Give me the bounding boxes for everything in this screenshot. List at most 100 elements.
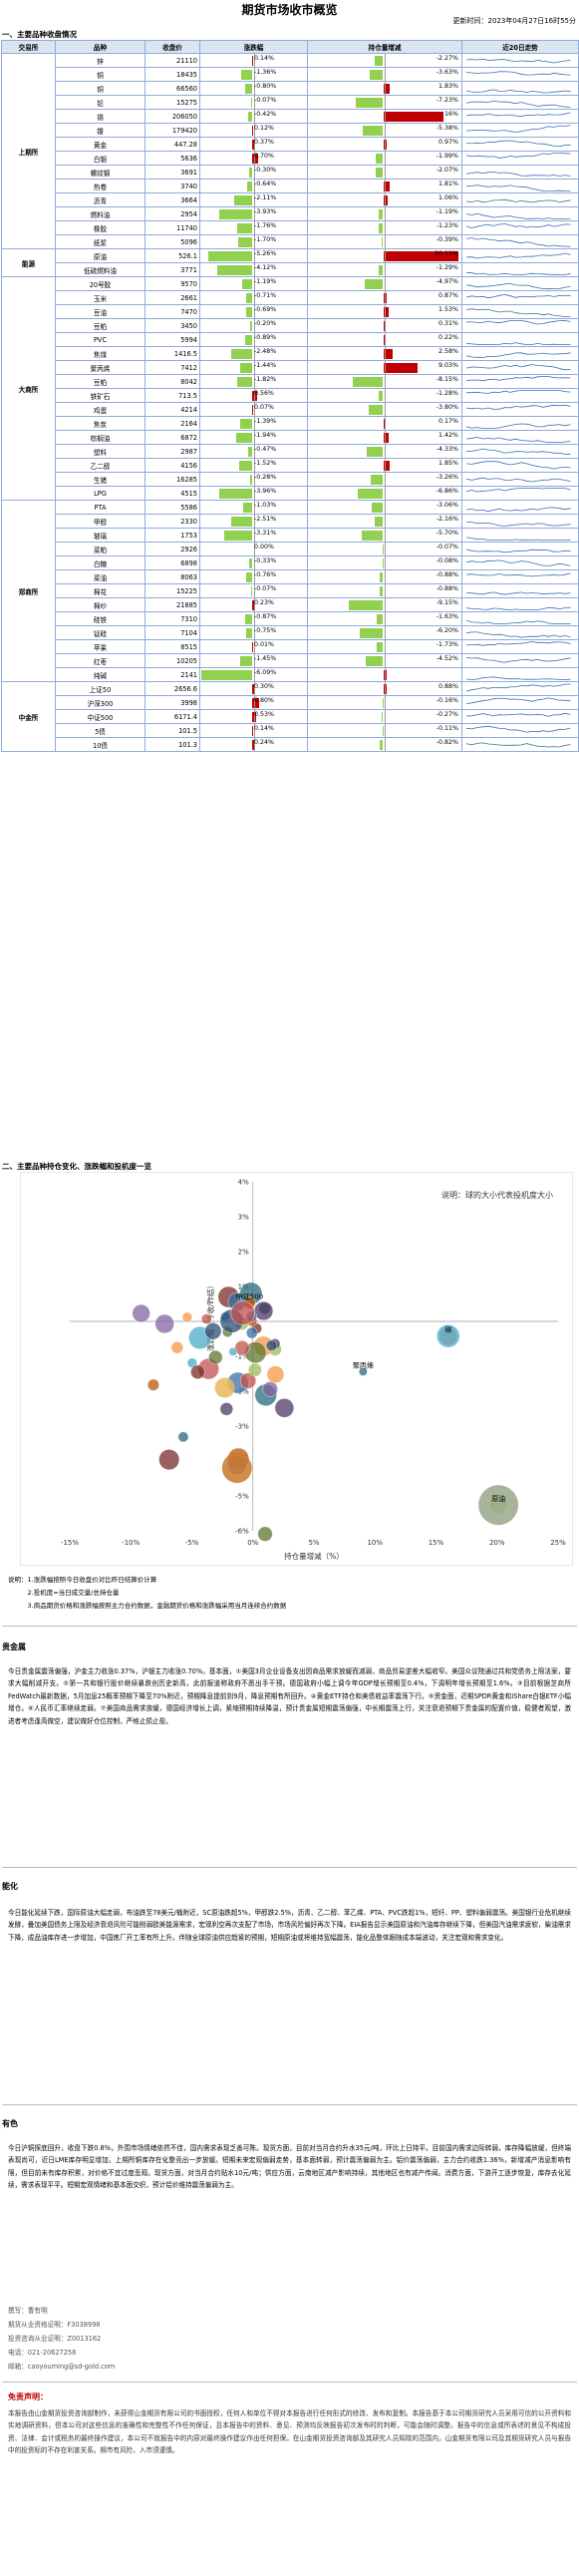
table-row: 10债 101.3 0.24% -0.82% <box>2 737 579 752</box>
table-row: PVC 5994 -0.89% 0.22% <box>2 332 579 347</box>
close-price: 3740 <box>145 179 200 193</box>
trend-cell <box>461 542 579 556</box>
sparkline <box>465 71 571 76</box>
product-name: 豆粕 <box>55 374 145 389</box>
oi-change-cell: 0.17% <box>307 416 462 431</box>
trend-cell <box>461 137 579 152</box>
oi-bar <box>383 195 388 205</box>
bubble-label: 聚丙烯 <box>353 1360 374 1369</box>
sparkline <box>465 683 571 692</box>
phone: 电话：021-20627258 <box>8 2349 77 2357</box>
trend-cell <box>461 583 579 598</box>
sparkline <box>465 559 571 566</box>
change-bar <box>242 279 252 289</box>
sparkline <box>465 271 571 275</box>
x-tick-label: 0% <box>247 1539 258 1547</box>
change-bar <box>240 419 252 429</box>
product-name: 锡 <box>55 109 145 124</box>
change-cell: 0.00% <box>199 542 308 556</box>
table-row: 沪深300 3998 0.80% -0.16% <box>2 695 579 710</box>
change-bar <box>200 670 252 680</box>
close-price: 4156 <box>145 458 200 473</box>
sparkline <box>465 676 571 680</box>
table-row: 鸡蛋 4214 0.07% -3.80% <box>2 402 579 417</box>
change-value: -2.11% <box>254 194 277 201</box>
sparkline <box>466 522 571 527</box>
change-value: -0.64% <box>254 181 277 187</box>
oi-change-cell: -1.19% <box>307 206 462 221</box>
table-row: 铜 66560 -0.80% 1.83% <box>2 81 579 96</box>
change-cell: -2.11% <box>199 192 308 207</box>
change-bar <box>252 56 254 66</box>
trend-cell <box>461 248 579 263</box>
sparkline <box>465 342 571 345</box>
sparkline <box>465 657 571 663</box>
close-price: 18435 <box>145 67 200 82</box>
email[interactable]: 邮箱：caoyouming@sd-gold.com <box>8 2363 116 2371</box>
oi-change-value: -5.38% <box>435 125 458 132</box>
trend-cell <box>461 695 579 710</box>
change-bar <box>248 112 252 122</box>
trend-cell <box>461 53 579 68</box>
col-header-5: 近20日走势 <box>461 40 579 54</box>
oi-bar <box>383 461 391 471</box>
change-value: -3.93% <box>254 208 277 215</box>
close-price: 5096 <box>145 234 200 249</box>
trend-cell <box>461 179 579 193</box>
oi-change-cell: -0.07% <box>307 542 462 556</box>
section-2-heading: 二、主要品种持仓变化、涨跌幅和投机度一览 <box>2 1162 151 1171</box>
table-row: 苹果 8515 0.01% -1.73% <box>2 639 579 654</box>
sparkline <box>465 507 571 513</box>
trend-cell <box>461 500 579 515</box>
oi-change-value: -1.63% <box>435 613 458 620</box>
trend-cell <box>461 234 579 249</box>
change-bar <box>224 531 252 541</box>
change-cell: -1.82% <box>199 374 308 389</box>
y-tick-label: -3% <box>235 1423 249 1431</box>
change-cell: -0.75% <box>199 625 308 640</box>
change-cell: -0.71% <box>199 290 308 305</box>
product-name: 塑料 <box>55 444 145 459</box>
oi-bar <box>380 586 384 596</box>
table-row: 聚丙烯 7412 -1.44% 9.03% <box>2 360 579 375</box>
change-value: -5.26% <box>254 250 277 257</box>
change-cell: -0.89% <box>199 332 308 347</box>
product-name: 燃料油 <box>55 206 145 221</box>
sparkline <box>465 537 571 541</box>
bubble <box>208 1349 223 1365</box>
table-row: 铁矿石 713.5 0.56% -1.28% <box>2 388 579 403</box>
x-tick-label: 25% <box>550 1539 566 1547</box>
change-cell: -6.09% <box>199 667 308 682</box>
change-value: 0.80% <box>254 697 275 704</box>
oi-bar <box>371 475 384 485</box>
oi-change-cell: -2.16% <box>307 514 462 529</box>
y-tick-label: 2% <box>238 1249 249 1257</box>
oi-change-cell: -9.15% <box>307 597 462 612</box>
oi-change-value: -1.19% <box>435 208 458 215</box>
change-cell: -0.87% <box>199 611 308 626</box>
close-price: 4515 <box>145 486 200 501</box>
trend-cell <box>461 430 579 445</box>
product-name: 沪深300 <box>55 695 145 710</box>
change-bar <box>252 126 253 136</box>
table-row: 中证500 6171.4 0.53% -0.27% <box>2 709 579 724</box>
change-cell: -0.64% <box>199 179 308 193</box>
sparkline <box>465 606 571 610</box>
product-name: 橡胶 <box>55 220 145 235</box>
product-name: 白糖 <box>55 555 145 570</box>
disclaimer-heading: 免责声明： <box>8 2392 48 2401</box>
oi-change-value: 1.81% <box>437 181 458 187</box>
change-bar <box>217 265 252 275</box>
oi-bar <box>371 503 384 513</box>
oi-change-cell: -8.15% <box>307 374 462 389</box>
oi-change-cell: 16% <box>307 109 462 124</box>
oi-change-value: -1.23% <box>435 222 458 229</box>
table-row: 焦炭 2164 -1.39% 0.17% <box>2 416 579 431</box>
oi-bar <box>366 656 384 666</box>
trend-cell <box>461 444 579 459</box>
trend-cell <box>461 109 579 124</box>
change-value: 0.53% <box>254 711 275 718</box>
change-cell: 0.70% <box>199 151 308 166</box>
product-name: 低硫燃料油 <box>55 262 145 277</box>
table-row: 能源 原油 526.1 -5.26% 20.11% <box>1 248 579 277</box>
